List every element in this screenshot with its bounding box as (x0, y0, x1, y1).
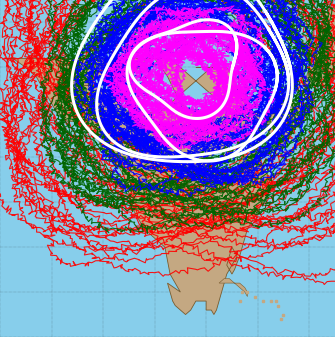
Polygon shape (5, 58, 304, 314)
Polygon shape (304, 9, 335, 112)
Polygon shape (219, 279, 247, 297)
